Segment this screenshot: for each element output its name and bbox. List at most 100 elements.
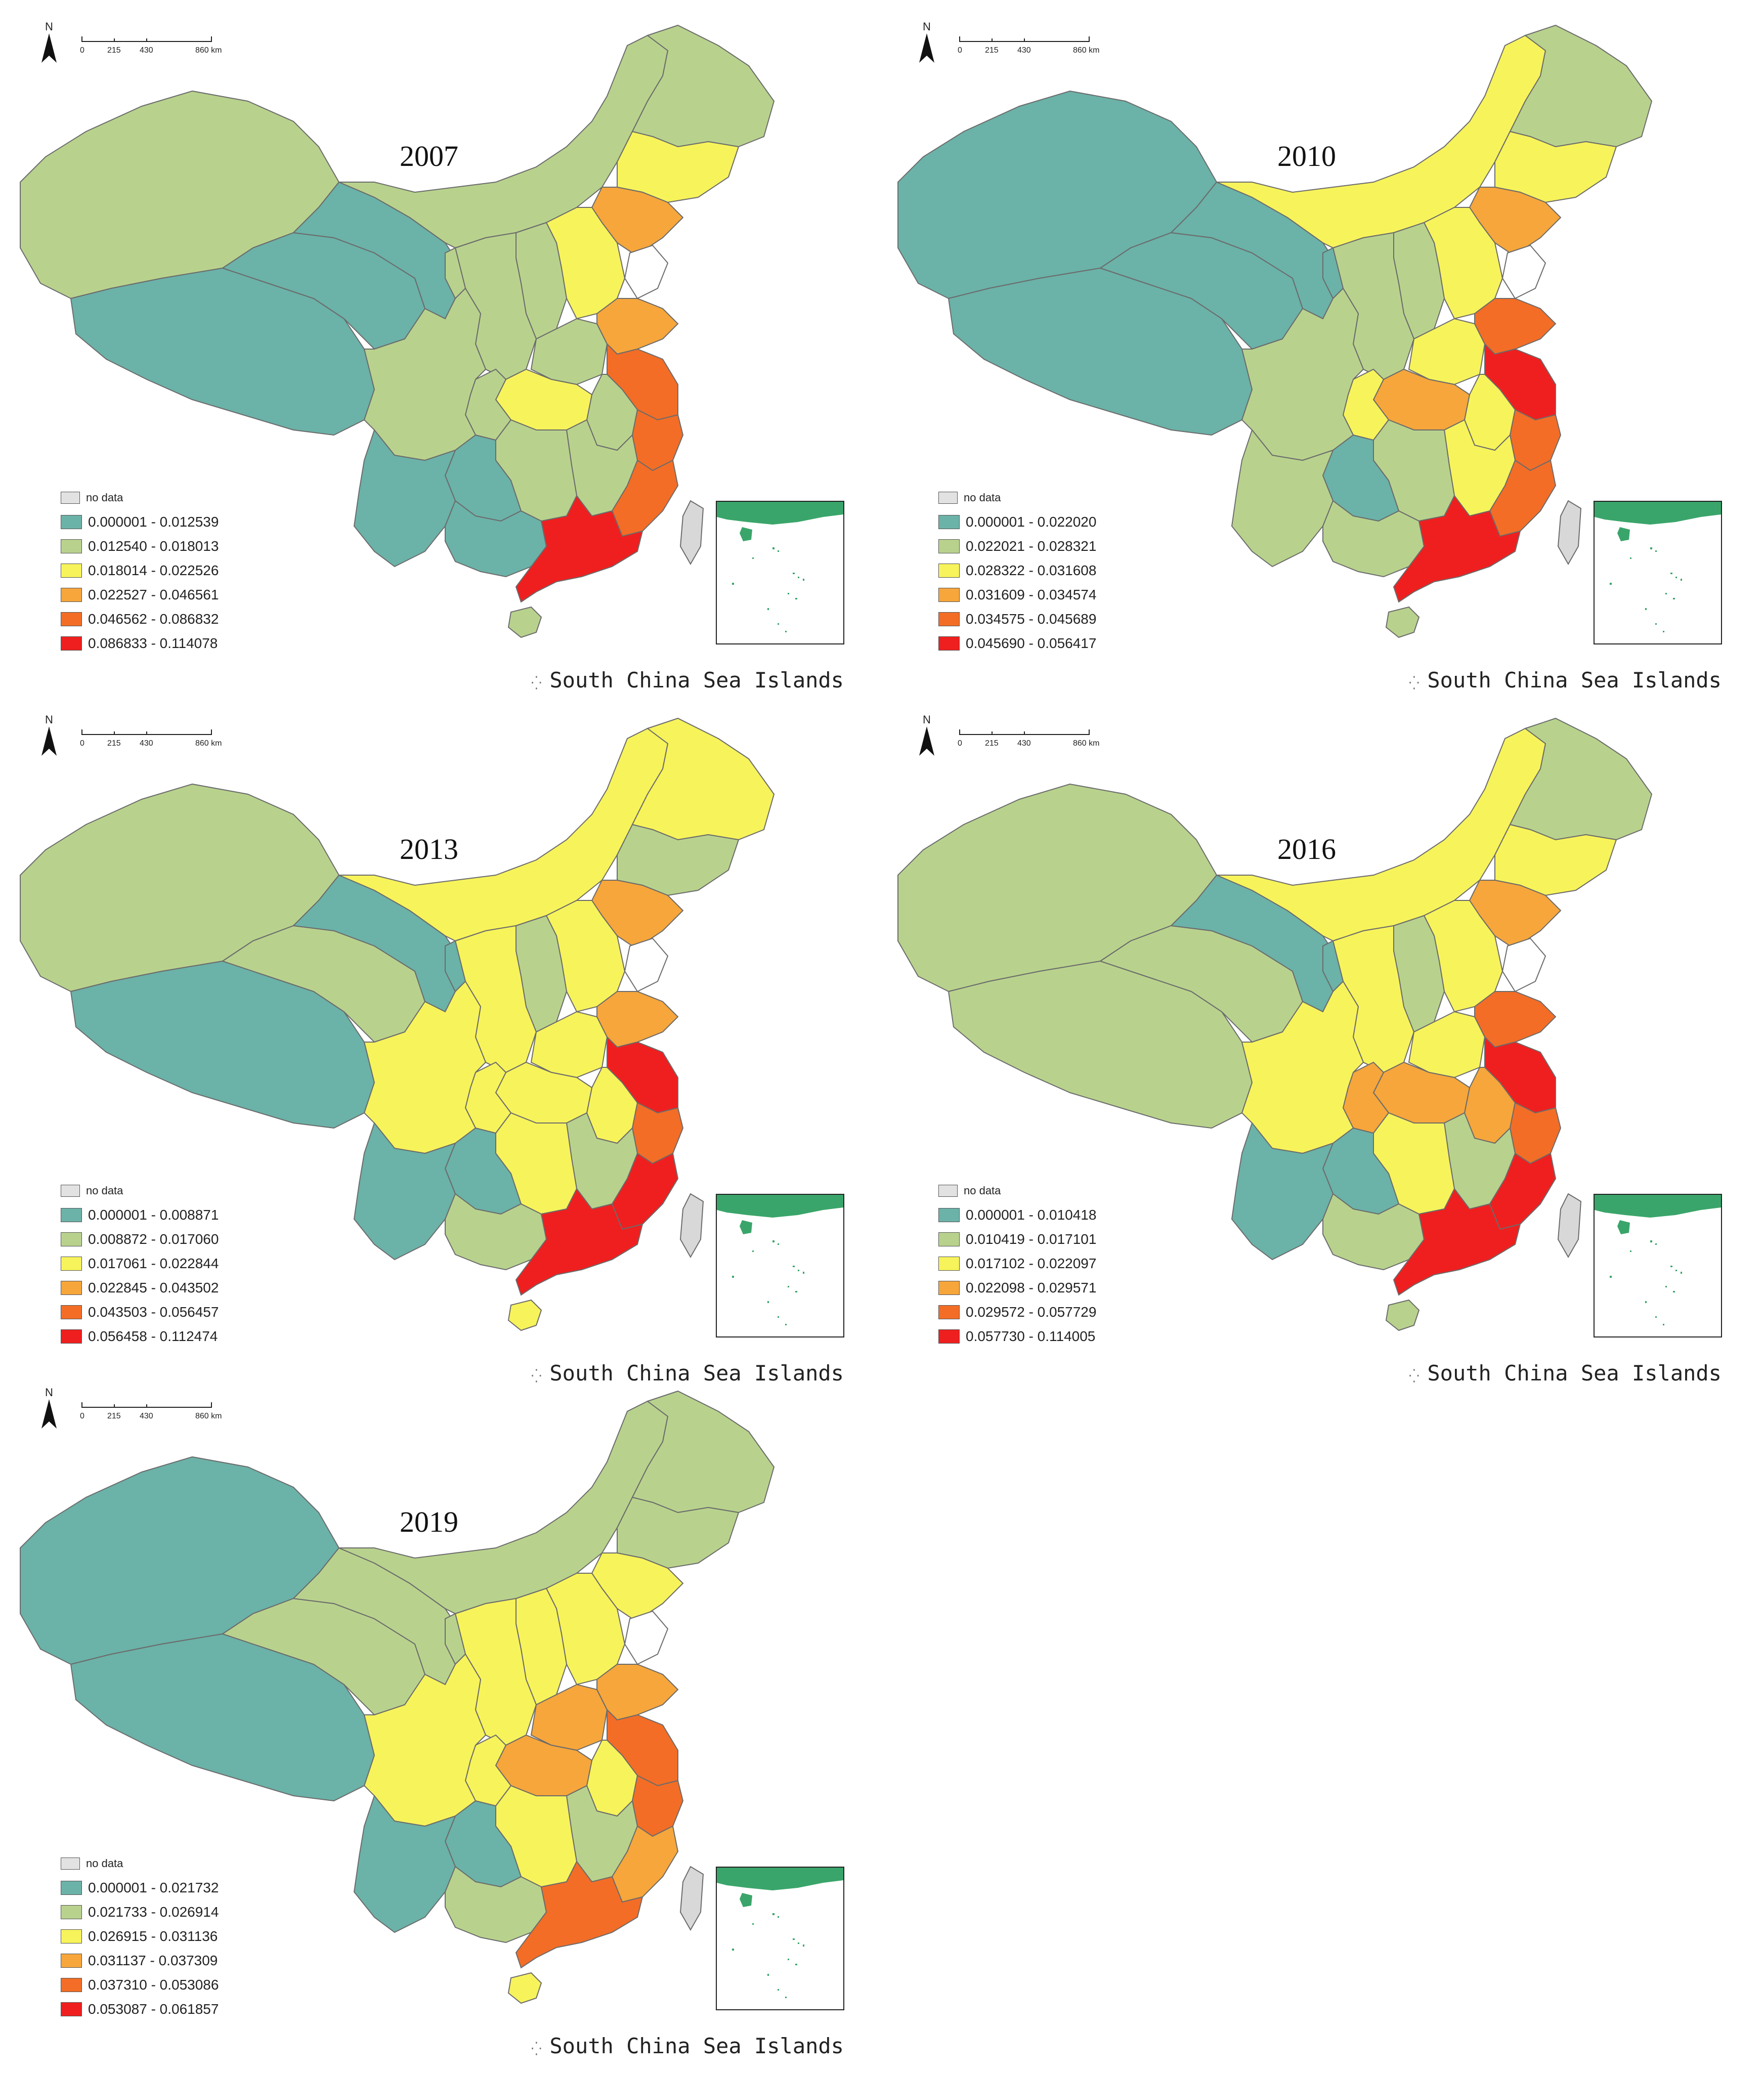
legend-item: 0.018014 - 0.022526 <box>61 558 219 583</box>
legend-item: 0.029572 - 0.057729 <box>938 1300 1096 1324</box>
scale-bar: 0 215 430 860 km <box>80 728 222 749</box>
legend-swatch <box>61 1929 82 1944</box>
map-panel-2019: N 0 215 430 860 km 2019 no data 0.000001… <box>10 1381 880 2069</box>
inset-coastline <box>717 1868 843 1890</box>
legend-no-data: no data <box>938 1179 1096 1203</box>
inset-hainan <box>740 1220 752 1234</box>
province-sichuan <box>1241 980 1364 1154</box>
legend-item: 0.026915 - 0.031136 <box>61 1924 219 1949</box>
legend: no data 0.000001 - 0.022020 0.022021 - 0.… <box>938 486 1096 656</box>
scale-tick-1: 215 <box>985 46 999 55</box>
legend-label: 0.022098 - 0.029571 <box>966 1280 1097 1295</box>
legend-item: 0.022021 - 0.028321 <box>938 534 1096 558</box>
legend-swatch <box>938 636 960 651</box>
map-panel-2007: N 0 215 430 860 km 2007 no data 0.000001… <box>10 15 880 703</box>
province-guangdong <box>515 1188 643 1296</box>
legend-item: 0.000001 - 0.010418 <box>938 1203 1096 1227</box>
inset-coastline <box>717 502 843 525</box>
legend-item: 0.022845 - 0.043502 <box>61 1276 219 1300</box>
scale-bar: 0 215 430 860 km <box>80 35 222 56</box>
map-panel-2010: N 0 215 430 860 km 2010 no data 0.000001… <box>888 15 1758 703</box>
province-hainan <box>1385 1299 1420 1331</box>
south-china-sea-inset <box>1594 1194 1722 1337</box>
scale-tick-2: 430 <box>140 1412 153 1420</box>
map-year-title: 2010 <box>1277 140 1336 172</box>
map-panel-2016: N 0 215 430 860 km 2016 no data 0.000001… <box>888 708 1758 1396</box>
legend-label: 0.000001 - 0.022020 <box>966 514 1097 530</box>
legend-item: 0.037310 - 0.053086 <box>61 1973 219 1997</box>
province-sichuan <box>363 287 487 461</box>
north-arrow-icon <box>919 33 934 63</box>
province-hainan <box>507 606 542 638</box>
province-ningxia <box>1322 247 1344 299</box>
legend-swatch <box>61 515 82 529</box>
legend-label: 0.012540 - 0.018013 <box>88 538 219 554</box>
legend-label: 0.028322 - 0.031608 <box>966 563 1097 578</box>
legend-swatch <box>938 612 960 626</box>
scale-tick-0: 0 <box>80 1412 84 1420</box>
legend-item: 0.000001 - 0.021732 <box>61 1876 219 1900</box>
legend-swatch <box>61 612 82 626</box>
province-shandong <box>596 991 679 1048</box>
legend-label: 0.037310 - 0.053086 <box>88 1977 219 1993</box>
scale-tick-1: 215 <box>107 739 121 748</box>
legend-swatch <box>61 1232 82 1246</box>
north-arrow: N <box>918 20 935 67</box>
north-arrow-icon <box>41 1399 57 1429</box>
legend-label: 0.000001 - 0.010418 <box>966 1207 1097 1223</box>
province-sichuan <box>363 980 487 1154</box>
legend-label: 0.026915 - 0.031136 <box>88 1928 218 1944</box>
legend: no data 0.000001 - 0.008871 0.008872 - 0.… <box>61 1179 219 1349</box>
scale-tick-1: 215 <box>107 1412 121 1420</box>
legend-item: 0.000001 - 0.022020 <box>938 510 1096 534</box>
legend: no data 0.000001 - 0.021732 0.021733 - 0.… <box>61 1851 219 2021</box>
legend-no-data: no data <box>61 1179 219 1203</box>
south-china-sea-inset <box>716 501 844 644</box>
scale-tick-2: 430 <box>140 739 153 748</box>
inset-islands <box>732 1240 804 1325</box>
legend-label: 0.000001 - 0.012539 <box>88 514 219 530</box>
north-arrow-icon <box>41 726 57 756</box>
scs-icon: ⁛ <box>531 2042 550 2057</box>
china-choropleth-map <box>20 1390 775 2004</box>
province-hainan <box>507 1972 542 2004</box>
inset-islands <box>1610 547 1682 632</box>
legend-label: 0.000001 - 0.008871 <box>88 1207 219 1223</box>
provinces <box>20 717 775 1331</box>
provinces <box>897 24 1653 638</box>
legend-swatch <box>61 636 82 651</box>
scs-label-text: South China Sea Islands <box>549 1361 844 1386</box>
taiwan-island <box>679 1866 704 1931</box>
inset-hainan <box>740 1893 752 1907</box>
scale-tick-0: 0 <box>958 739 962 748</box>
north-label: N <box>45 713 53 726</box>
scale-tick-3: 860 km <box>195 739 222 748</box>
bohai-sea <box>1501 244 1546 299</box>
province-fujian <box>611 459 679 537</box>
province-jilin <box>1494 131 1617 203</box>
province-ningxia <box>445 247 466 299</box>
province-guangdong <box>515 495 643 603</box>
scs-icon: ⁛ <box>531 1369 550 1384</box>
province-henan <box>1408 318 1486 385</box>
scale-tick-0: 0 <box>958 46 962 55</box>
map-year-title: 2016 <box>1277 833 1336 866</box>
legend-label: 0.031137 - 0.037309 <box>88 1953 218 1968</box>
map-year-title: 2019 <box>400 1505 458 1538</box>
scale-bar: 0 215 430 860 km <box>80 1401 222 1422</box>
taiwan-island <box>679 1193 704 1259</box>
bohai-sea <box>1501 937 1546 992</box>
legend-no-data: no data <box>938 486 1096 510</box>
province-ningxia <box>445 1613 466 1665</box>
legend-swatch <box>61 1305 82 1319</box>
scale-tick-3: 860 km <box>195 46 222 55</box>
north-arrow: N <box>40 20 58 67</box>
legend-swatch <box>61 1329 82 1344</box>
legend-label: 0.034575 - 0.045689 <box>966 611 1097 627</box>
scs-label-text: South China Sea Islands <box>549 668 844 693</box>
province-shandong <box>596 298 679 355</box>
inset-coastline <box>1595 502 1721 525</box>
legend-swatch <box>61 1978 82 1992</box>
north-arrow: N <box>918 713 935 760</box>
legend-label: 0.008872 - 0.017060 <box>88 1231 219 1247</box>
